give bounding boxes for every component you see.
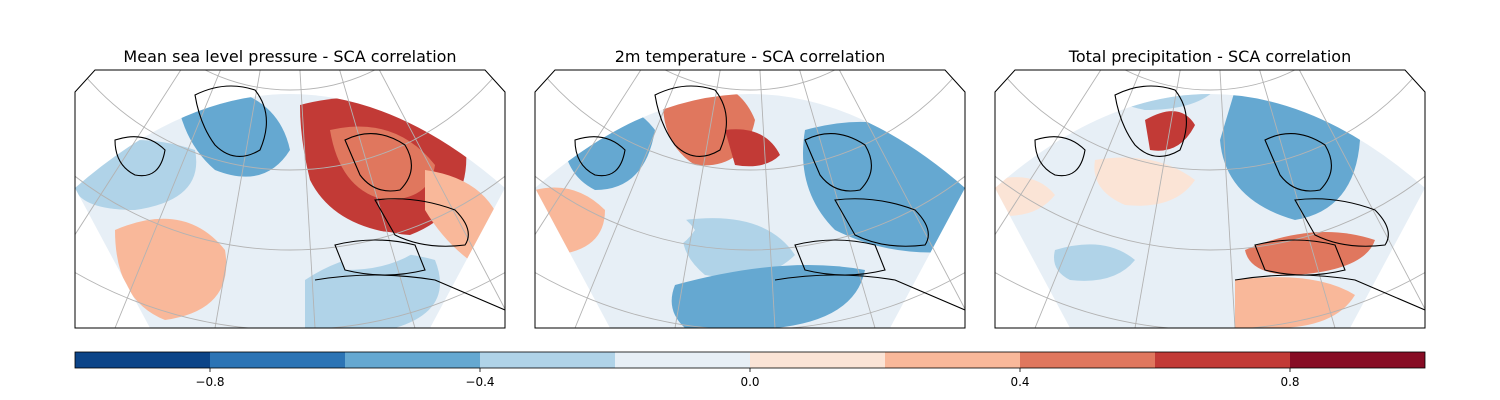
- coastline: [1034, 136, 1086, 177]
- parallel: [535, 70, 965, 171]
- meridian: [1034, 70, 1211, 328]
- coastline: [834, 198, 929, 247]
- meridian: [674, 70, 751, 328]
- colorbar-tick-label: 0.8: [1280, 375, 1299, 389]
- colorbar-tick-label: −0.4: [465, 375, 494, 389]
- meridian: [1209, 70, 1336, 328]
- coastline: [194, 85, 267, 157]
- region-subtropical-atlantic: [115, 218, 227, 320]
- colorbar-bin: [210, 352, 345, 368]
- colorbar-bin: [1020, 352, 1155, 368]
- region-iberia-nw-africa: [305, 253, 440, 328]
- graticule: [535, 70, 965, 328]
- region-denmark-strait: [725, 129, 780, 167]
- region-scandinavia-baltic: [1220, 94, 1360, 220]
- coastline: [1264, 133, 1332, 192]
- region-subtropical-atlantic: [1054, 244, 1135, 281]
- region-central-atlantic: [682, 218, 795, 278]
- meridian: [289, 70, 316, 328]
- map-frame: [534, 69, 966, 329]
- parallel: [75, 70, 505, 171]
- coastline: [794, 239, 886, 276]
- colorbar: −0.8 −0.4 0.0 0.4 0.8: [74, 351, 1426, 389]
- meridian: [1209, 70, 1236, 328]
- region-north-africa: [671, 265, 865, 328]
- meridian: [749, 70, 776, 328]
- parallel: [99, 70, 481, 91]
- coastlines: [114, 85, 505, 311]
- coastline: [1294, 198, 1389, 247]
- field: [995, 94, 1425, 328]
- region-mid-atlantic: [625, 207, 695, 253]
- colorbar-bin: [75, 352, 210, 368]
- parallel: [535, 70, 965, 251]
- coastline: [1254, 239, 1346, 276]
- parallel: [1019, 70, 1401, 91]
- region-mid-atlantic: [1094, 157, 1195, 206]
- meridian: [1134, 70, 1211, 328]
- coastline: [1114, 85, 1187, 157]
- meridian: [114, 70, 291, 328]
- region-mediterranean: [330, 231, 425, 270]
- meridian: [289, 70, 416, 328]
- meridian: [214, 70, 291, 328]
- meridian: [574, 70, 751, 328]
- colorbar-bin: [885, 352, 1020, 368]
- colorbar-bin: [345, 352, 480, 368]
- colorbar-bin: [480, 352, 615, 368]
- coastline: [344, 133, 412, 192]
- field: [535, 94, 965, 328]
- meridian: [1209, 70, 1425, 328]
- coastline: [574, 136, 626, 177]
- parallel: [995, 70, 1425, 171]
- meridian: [749, 70, 965, 328]
- region-north-africa: [1235, 277, 1355, 328]
- coastline: [114, 136, 166, 177]
- coastline: [314, 274, 505, 311]
- graticule: [75, 70, 505, 328]
- colorbar-bin: [750, 352, 885, 368]
- panel-title: Total precipitation - SCA correlation: [1068, 47, 1351, 66]
- meridian: [535, 70, 751, 328]
- coastline: [654, 85, 727, 157]
- coastline: [1234, 274, 1425, 311]
- colorbar-bin: [615, 352, 750, 368]
- coastline: [374, 198, 469, 247]
- panel-title: Mean sea level pressure - SCA correlatio…: [123, 47, 456, 66]
- field: [75, 94, 505, 328]
- map-frame: [74, 69, 506, 329]
- meridian: [995, 70, 1211, 328]
- meridian: [75, 70, 291, 328]
- coastline: [334, 239, 426, 276]
- parallel: [75, 70, 505, 251]
- colorbar-tick-label: −0.8: [195, 375, 224, 389]
- panel-mslp: Mean sea level pressure - SCA correlatio…: [74, 47, 506, 329]
- region-se-greenland-coast: [1145, 111, 1195, 151]
- parallel: [995, 70, 1425, 251]
- graticule: [995, 70, 1425, 328]
- map-frame: [994, 69, 1426, 329]
- colorbar-tick-label: 0.4: [1010, 375, 1029, 389]
- colorbar-bin: [1155, 352, 1290, 368]
- meridian: [749, 70, 876, 328]
- coastlines: [1034, 85, 1425, 311]
- colorbar-tick-label: 0.0: [740, 375, 759, 389]
- region-nordic-seas-core: [330, 126, 435, 200]
- panel-title: 2m temperature - SCA correlation: [615, 47, 886, 66]
- coastline: [774, 274, 965, 311]
- meridian: [289, 70, 505, 328]
- coastlines: [574, 85, 965, 311]
- coastline: [804, 133, 872, 192]
- parallel: [559, 70, 941, 91]
- colorbar-bin: [1290, 352, 1425, 368]
